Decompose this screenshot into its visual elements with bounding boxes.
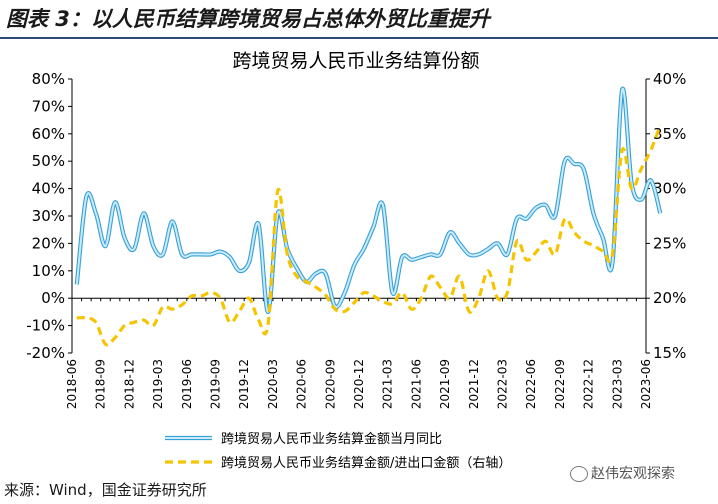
series-line-outline <box>74 86 663 315</box>
left-tick-label: 30% <box>32 207 65 225</box>
series-layer <box>74 86 663 347</box>
x-tick-label: 2021-09 <box>438 359 452 409</box>
right-tick-label: 15% <box>653 344 686 362</box>
right-tick-label: 20% <box>653 289 686 307</box>
chart-title: 跨境贸易人民币业务结算份额 <box>232 50 479 72</box>
x-tick-label: 2021-03 <box>381 359 395 409</box>
x-tick-label: 2022-06 <box>524 359 538 409</box>
x-tick-label: 2018-06 <box>65 359 79 409</box>
right-tick-label: 40% <box>653 70 686 88</box>
series-line-yoy <box>75 87 662 313</box>
title-rule <box>0 37 718 39</box>
legend-label: 跨境贸易人民币业务结算金额/进出口金额（右轴） <box>221 455 511 471</box>
left-axis-ticks: -20% -10% 0% 10% 20% 30% 40% 50% 60% 70% 80% <box>26 70 72 362</box>
x-tick-label: 2020-06 <box>295 359 309 409</box>
axes <box>71 79 647 353</box>
right-tick-label: 35% <box>653 125 686 143</box>
left-tick-label: 70% <box>32 97 65 115</box>
left-tick-label: 0% <box>41 289 65 307</box>
left-tick-label: -10% <box>26 317 65 335</box>
x-tick-label: 2019-06 <box>180 359 194 409</box>
legend-label: 跨境贸易人民币业务结算金额当月同比 <box>221 431 442 447</box>
left-tick-label: -20% <box>26 344 65 362</box>
series-line-share <box>76 124 662 347</box>
x-tick-label: 2020-12 <box>352 359 366 409</box>
watermark-label: 赵伟宏观探索 <box>591 466 675 482</box>
x-tick-label: 2021-06 <box>409 359 423 409</box>
wechat-icon <box>570 466 588 482</box>
left-tick-label: 10% <box>32 262 65 280</box>
x-tick-label: 2022-12 <box>582 359 596 409</box>
x-tick-label: 2022-09 <box>553 359 567 409</box>
right-axis-ticks: 15% 20% 25% 30% 35% 40% <box>646 70 686 362</box>
left-tick-label: 40% <box>32 180 65 198</box>
left-tick-label: 80% <box>32 70 65 88</box>
x-tick-label: 2021-12 <box>467 359 481 409</box>
source-note: 来源：Wind，国金证券研究所 <box>4 481 207 499</box>
x-tick-label: 2019-03 <box>151 359 165 409</box>
left-tick-label: 60% <box>32 125 65 143</box>
x-tick-label: 2019-12 <box>237 359 251 409</box>
x-tick-label: 2023-06 <box>639 359 653 409</box>
x-tick-label: 2018-12 <box>122 359 136 409</box>
watermark: 赵伟宏观探索 <box>570 463 675 483</box>
figure-title: 图表 3：以人民币结算跨境贸易占总体外贸比重提升 <box>6 7 490 31</box>
x-tick-label: 2023-03 <box>610 359 624 409</box>
x-tick-label: 2022-03 <box>496 359 510 409</box>
left-tick-label: 50% <box>32 152 65 170</box>
right-tick-label: 30% <box>653 180 686 198</box>
x-tick-label: 2020-03 <box>266 359 280 409</box>
x-tick-label: 2018-09 <box>94 359 108 409</box>
x-tick-label: 2019-09 <box>209 359 223 409</box>
x-tick-label: 2020-09 <box>323 359 337 409</box>
left-tick-label: 20% <box>32 234 65 252</box>
right-tick-label: 25% <box>653 234 686 252</box>
x-axis-ticks: 2018-06 2018-09 2018-12 2019-03 2019-06 2019-… <box>65 298 653 409</box>
